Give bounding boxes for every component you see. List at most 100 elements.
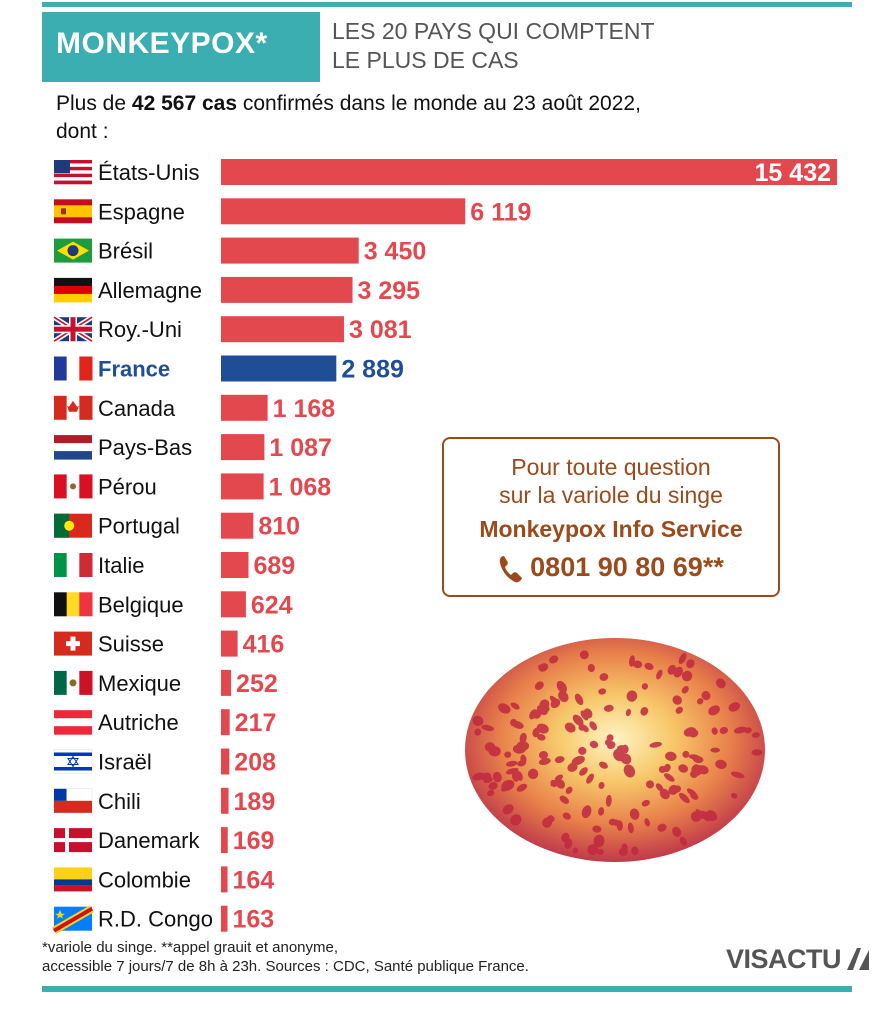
flag-icon <box>53 788 93 814</box>
virus-spike <box>516 740 530 751</box>
logo-text: VISACTU <box>726 944 842 974</box>
virus-spike <box>561 832 570 843</box>
virus-spike <box>486 789 495 797</box>
virus-spike <box>678 653 687 664</box>
visactu-logo: VISACTU <box>726 944 871 975</box>
virus-spike <box>730 771 745 779</box>
virus-spike <box>538 750 549 760</box>
virus-spike <box>679 836 688 846</box>
virus-spike <box>663 763 671 773</box>
virus-spike <box>572 847 579 854</box>
country-label: Danemark <box>98 828 200 853</box>
virus-spike <box>504 751 512 758</box>
info-box: Pour toute question sur la variole du si… <box>442 437 780 597</box>
country-label: Mexique <box>98 671 181 696</box>
flag-icon <box>54 199 92 224</box>
virus-spike <box>621 744 629 754</box>
virus-spike <box>484 742 496 752</box>
virus-spike <box>550 778 560 787</box>
value-label: 3 450 <box>364 238 427 266</box>
intro-total: 42 567 cas <box>131 92 237 115</box>
virus-spike <box>690 811 702 822</box>
bar <box>221 434 265 461</box>
value-label: 1 087 <box>269 434 332 462</box>
virus-spike <box>641 799 650 807</box>
virus-spike <box>710 747 720 753</box>
virus-spike <box>538 664 545 672</box>
virus-spike <box>606 734 614 742</box>
value-label: 169 <box>233 827 275 855</box>
bar <box>221 669 232 696</box>
virus-spike <box>571 755 585 766</box>
intro-suffix: confirmés dans le monde au 23 août 2022, <box>237 92 641 115</box>
intro-prefix: Plus de <box>56 92 132 115</box>
country-label: Pays-Bas <box>98 435 192 460</box>
footnote: *variole du singe. **appel grauit et ano… <box>42 938 682 976</box>
virus-spike <box>645 780 655 789</box>
bar <box>221 709 230 736</box>
virus-spike <box>567 762 578 772</box>
bar <box>221 394 268 421</box>
virus-spike <box>606 741 616 750</box>
bar <box>221 787 229 814</box>
virus-spike <box>572 714 584 726</box>
virus-spike <box>683 727 697 737</box>
virus-spike <box>511 720 524 729</box>
flag-icon <box>54 277 92 303</box>
country-label: France <box>98 357 170 382</box>
virus-spike <box>516 783 528 792</box>
virus-spike <box>663 773 675 782</box>
country-label: Autriche <box>98 710 179 735</box>
virus-spike <box>598 807 605 816</box>
country-label: Pérou <box>98 474 157 499</box>
virus-spike <box>711 727 718 735</box>
country-label: États-Unis <box>98 160 199 185</box>
virus-spike <box>548 655 559 664</box>
flag-icon <box>54 710 92 735</box>
value-label: 252 <box>236 670 278 698</box>
flag-icon <box>54 395 93 420</box>
country-label: Allemagne <box>98 278 202 303</box>
virus-spike <box>510 814 522 826</box>
value-label: 208 <box>234 749 276 777</box>
virus-spike <box>536 723 549 734</box>
intro-text: Plus de 42 567 cas confirmés dans le mon… <box>56 90 816 146</box>
virus-spike <box>511 772 519 782</box>
logo-mark-icon <box>847 948 870 970</box>
virus-spike <box>731 792 738 799</box>
virus-spike <box>472 772 485 781</box>
virus-spike <box>675 706 683 714</box>
bar <box>221 552 249 578</box>
bar <box>221 748 230 775</box>
virus-spike <box>640 707 649 716</box>
virus-spike <box>579 650 589 660</box>
virus-spike <box>672 826 682 837</box>
virus-spike <box>678 792 690 804</box>
info-phone-number: 0801 90 80 69 <box>530 552 703 582</box>
subtitle: LES 20 PAYS QUI COMPTENT LE PLUS DE CAS <box>332 17 752 75</box>
virus-spike <box>751 732 760 738</box>
value-label: 164 <box>233 866 275 894</box>
virus-spike <box>488 782 498 790</box>
value-label: 810 <box>258 513 300 541</box>
virus-spike <box>549 695 560 707</box>
bar <box>221 512 254 539</box>
virus-spike <box>728 702 741 712</box>
info-phone-row[interactable]: 0801 90 80 69** <box>444 551 778 584</box>
country-label: Colombie <box>98 867 191 892</box>
flag-icon <box>52 315 94 344</box>
value-label: 163 <box>233 906 275 934</box>
flag-icon <box>54 513 92 538</box>
flag-icon <box>54 238 92 263</box>
virus-spike <box>579 767 588 776</box>
virus-spike <box>705 810 718 822</box>
flag-icon <box>54 631 92 656</box>
virus-spike <box>492 771 502 783</box>
flag-icon <box>54 553 93 577</box>
virus-spike <box>589 740 599 749</box>
virus-spike <box>510 702 520 710</box>
country-label: Israël <box>98 750 152 775</box>
virus-spike <box>536 734 546 741</box>
virus-spike <box>673 666 684 678</box>
virus-spike <box>527 768 539 780</box>
